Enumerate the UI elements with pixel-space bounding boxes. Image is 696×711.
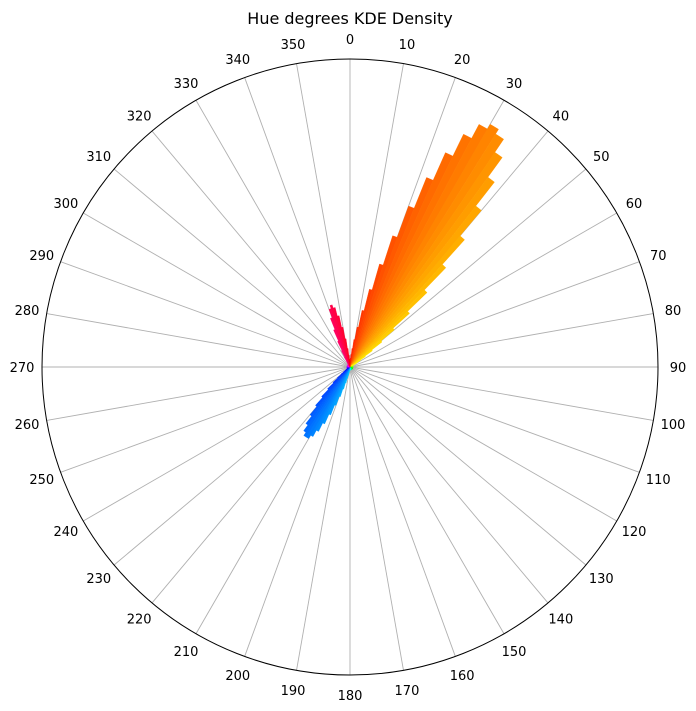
- theta-tick-340: 340: [225, 53, 250, 68]
- grid-spoke-200: [244, 366, 351, 657]
- density-bar: [349, 327, 395, 368]
- density-bars: [303, 123, 504, 439]
- density-bar: [305, 366, 351, 426]
- grid-spoke-100: [349, 366, 654, 421]
- theta-tick-120: 120: [622, 525, 647, 540]
- density-bar: [349, 264, 447, 368]
- theta-tick-90: 90: [670, 361, 687, 376]
- outer-ring: [41, 58, 659, 676]
- density-bar: [303, 366, 351, 433]
- density-bar: [309, 366, 351, 417]
- grid-spoke-60: [349, 212, 617, 368]
- grid-spoke-260: [46, 366, 351, 421]
- theta-tick-200: 200: [225, 669, 250, 684]
- grid-spoke-240: [83, 366, 351, 522]
- theta-tick-240: 240: [54, 525, 79, 540]
- theta-tick-260: 260: [15, 418, 40, 433]
- theta-tick-60: 60: [626, 197, 643, 212]
- theta-tick-160: 160: [450, 669, 475, 684]
- density-bar: [349, 133, 504, 368]
- theta-tick-130: 130: [589, 572, 614, 587]
- density-bar: [344, 338, 351, 368]
- theta-tick-330: 330: [174, 77, 199, 92]
- theta-tick-350: 350: [281, 38, 306, 53]
- theta-tick-110: 110: [646, 473, 671, 488]
- density-bar: [337, 315, 351, 368]
- density-bar: [349, 311, 410, 368]
- theta-tick-labels: 0 10 20 30 40 50 60 70 80 90 100 110 120 130 140 150 160…: [10, 33, 687, 704]
- grid-spoke-190: [296, 366, 351, 671]
- theta-tick-230: 230: [86, 572, 111, 587]
- grid-spoke-350: [296, 63, 351, 368]
- density-bar: [303, 366, 351, 438]
- grid-spoke-140: [349, 366, 549, 604]
- grid-spoke-80: [349, 313, 654, 368]
- theta-tick-320: 320: [127, 110, 152, 125]
- density-bar: [341, 326, 351, 368]
- theta-tick-300: 300: [54, 197, 79, 212]
- density-bar: [349, 205, 482, 368]
- grid-spoke-120: [349, 366, 617, 522]
- theta-tick-180: 180: [338, 689, 363, 704]
- grid-spoke-230: [113, 366, 351, 566]
- theta-tick-220: 220: [127, 612, 152, 627]
- theta-tick-0: 0: [346, 33, 354, 48]
- theta-tick-40: 40: [553, 110, 570, 125]
- theta-tick-250: 250: [29, 473, 54, 488]
- theta-tick-80: 80: [665, 304, 682, 319]
- theta-tick-100: 100: [661, 418, 686, 433]
- theta-tick-280: 280: [15, 304, 40, 319]
- theta-tick-310: 310: [86, 150, 111, 165]
- grid-spoke-170: [349, 366, 404, 671]
- density-bar: [349, 176, 495, 368]
- grid-spoke-250: [60, 366, 351, 473]
- grid-spoke-160: [349, 366, 456, 657]
- grid-spoke-330: [195, 100, 351, 368]
- density-bar: [329, 304, 351, 368]
- theta-tick-50: 50: [593, 150, 610, 165]
- grid-spoke-70: [349, 261, 640, 368]
- theta-tick-70: 70: [650, 249, 667, 264]
- chart-title: Hue degrees KDE Density: [247, 9, 452, 28]
- theta-tick-190: 190: [281, 684, 306, 699]
- theta-tick-10: 10: [399, 38, 416, 53]
- density-bar: [349, 124, 488, 368]
- grid-spoke-280: [46, 313, 351, 368]
- grid-spoke-300: [83, 212, 351, 368]
- density-bar: [349, 152, 503, 368]
- grid-spoke-110: [349, 366, 640, 473]
- theta-tick-170: 170: [395, 684, 420, 699]
- grid-spoke-10: [349, 63, 404, 368]
- theta-tick-20: 20: [454, 53, 471, 68]
- density-bar: [332, 307, 351, 368]
- density-bar: [349, 340, 383, 368]
- grid-spoke-150: [349, 366, 505, 634]
- density-bar: [349, 289, 428, 368]
- theta-tick-150: 150: [502, 645, 527, 660]
- grid-spoke-290: [60, 261, 351, 368]
- theta-tick-290: 290: [29, 249, 54, 264]
- density-bar: [349, 235, 465, 368]
- theta-tick-30: 30: [506, 77, 523, 92]
- theta-tick-210: 210: [174, 645, 199, 660]
- grid-spoke-310: [113, 168, 351, 368]
- grid-spoke-320: [151, 130, 351, 368]
- grid-spoke-130: [349, 366, 587, 566]
- theta-tick-140: 140: [548, 612, 573, 627]
- theta-tick-270: 270: [10, 361, 35, 376]
- density-bar: [349, 123, 499, 368]
